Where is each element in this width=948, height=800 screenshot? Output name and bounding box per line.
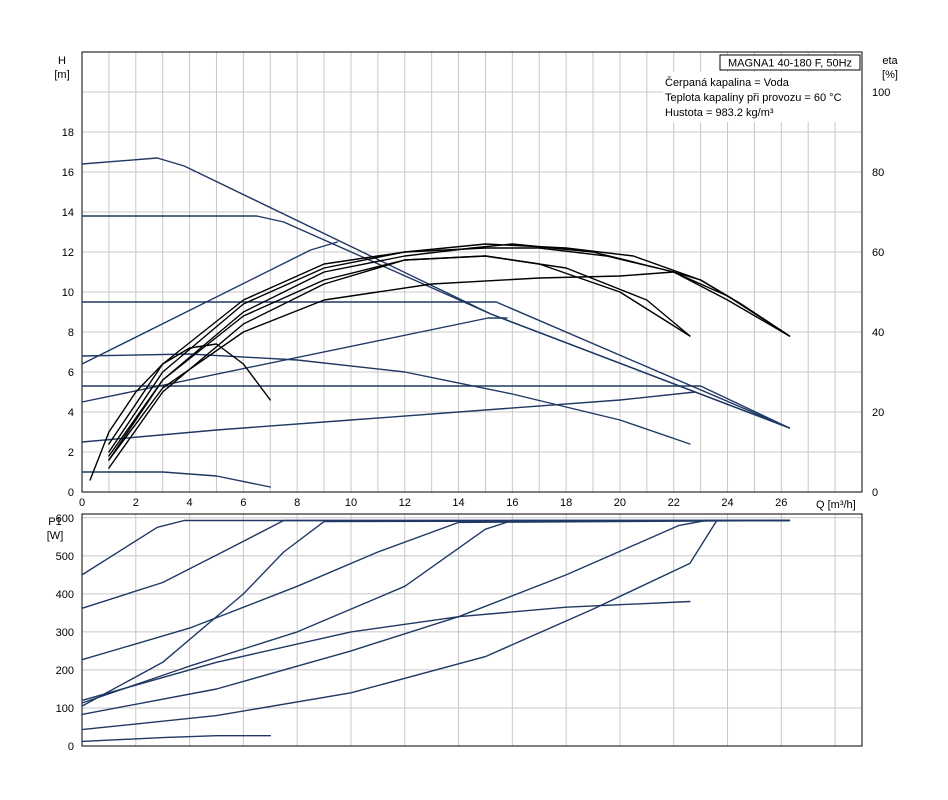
power-panel: 0 100 200 300 400 500 600 P1 [W] [47, 513, 863, 753]
head-curve [81, 301, 791, 429]
power-plot-frame [81, 513, 863, 747]
head-tick-label: 14 [62, 207, 74, 219]
power-axis-unit: [W] [47, 530, 64, 542]
head-curve [81, 471, 271, 488]
power-tick-label: 600 [56, 513, 74, 525]
legend-density: Hustota = 983.2 kg/m³ [665, 107, 774, 119]
flow-tick-label: 18 [560, 497, 572, 509]
flow-tick-label: 14 [452, 497, 464, 509]
head-curve [81, 353, 691, 445]
head-curve [81, 215, 791, 429]
flow-tick-label: 10 [345, 497, 357, 509]
flow-tick-label: 4 [187, 497, 193, 509]
system-curve [81, 391, 696, 443]
power-curve [81, 735, 271, 743]
eta-axis-unit: [%] [882, 69, 898, 81]
flow-tick-label: 0 [79, 497, 85, 509]
eta-tick-label: 80 [872, 167, 884, 179]
eta-axis-label: eta [882, 55, 898, 67]
head-tick-label: 2 [68, 447, 74, 459]
power-tick-label: 500 [56, 551, 74, 563]
flow-tick-label: 2 [133, 497, 139, 509]
head-tick-label: 12 [62, 247, 74, 259]
head-tick-label: 0 [68, 487, 74, 499]
efficiency-curve [89, 343, 271, 481]
flow-tick-label: 26 [775, 497, 787, 509]
power-axis-label: P1 [48, 516, 61, 528]
efficiency-curve [108, 271, 791, 461]
efficiency-curve [108, 243, 791, 453]
power-curve [81, 519, 791, 661]
flow-tick-label: 22 [668, 497, 680, 509]
system-curve [81, 241, 339, 365]
head-tick-label: 10 [62, 287, 74, 299]
head-axis-label: H [58, 55, 66, 67]
head-plot-frame [81, 51, 863, 493]
system-curve [81, 317, 508, 403]
flow-tick-label: 6 [240, 497, 246, 509]
power-tick-label: 0 [68, 741, 74, 753]
legend-title: MAGNA1 40-180 F, 50Hz [728, 58, 852, 70]
flow-tick-label: 16 [506, 497, 518, 509]
power-tick-label: 200 [56, 665, 74, 677]
head-axis-unit: [m] [54, 69, 69, 81]
head-tick-label: 4 [68, 407, 74, 419]
efficiency-curve [108, 255, 691, 457]
flow-tick-label: 8 [294, 497, 300, 509]
power-tick-label: 400 [56, 589, 74, 601]
legend: MAGNA1 40-180 F, 50Hz Čerpaná kapalina =… [663, 54, 861, 122]
eta-tick-label: 40 [872, 327, 884, 339]
efficiency-curve [108, 255, 691, 469]
power-curve [81, 519, 718, 731]
power-curve [81, 519, 791, 716]
eta-tick-label: 100 [872, 87, 890, 99]
flow-tick-label: 20 [614, 497, 626, 509]
head-tick-label: 16 [62, 167, 74, 179]
flow-tick-label: 24 [721, 497, 733, 509]
head-tick-label: 8 [68, 327, 74, 339]
power-tick-label: 100 [56, 703, 74, 715]
eta-tick-label: 60 [872, 247, 884, 259]
power-curve [81, 519, 791, 704]
power-curve [81, 519, 791, 707]
legend-fluid: Čerpaná kapalina = Voda [665, 76, 790, 89]
head-curve [81, 385, 791, 429]
legend-temperature: Teplota kapaliny při provozu = 60 °C [665, 92, 842, 104]
power-tick-label: 300 [56, 627, 74, 639]
head-tick-label: 6 [68, 367, 74, 379]
eta-tick-label: 20 [872, 407, 884, 419]
eta-tick-label: 0 [872, 487, 878, 499]
flow-axis-label: Q [m³/h] [816, 499, 856, 511]
flow-tick-label: 12 [399, 497, 411, 509]
head-tick-label: 18 [62, 127, 74, 139]
efficiency-curve [108, 247, 791, 445]
power-curve [81, 600, 691, 702]
legend-title-box [719, 54, 861, 71]
head-panel: 0 2 4 6 8 10 12 14 16 18 20 22 24 2602468101214161802… [54, 51, 899, 511]
power-curve [81, 519, 791, 609]
